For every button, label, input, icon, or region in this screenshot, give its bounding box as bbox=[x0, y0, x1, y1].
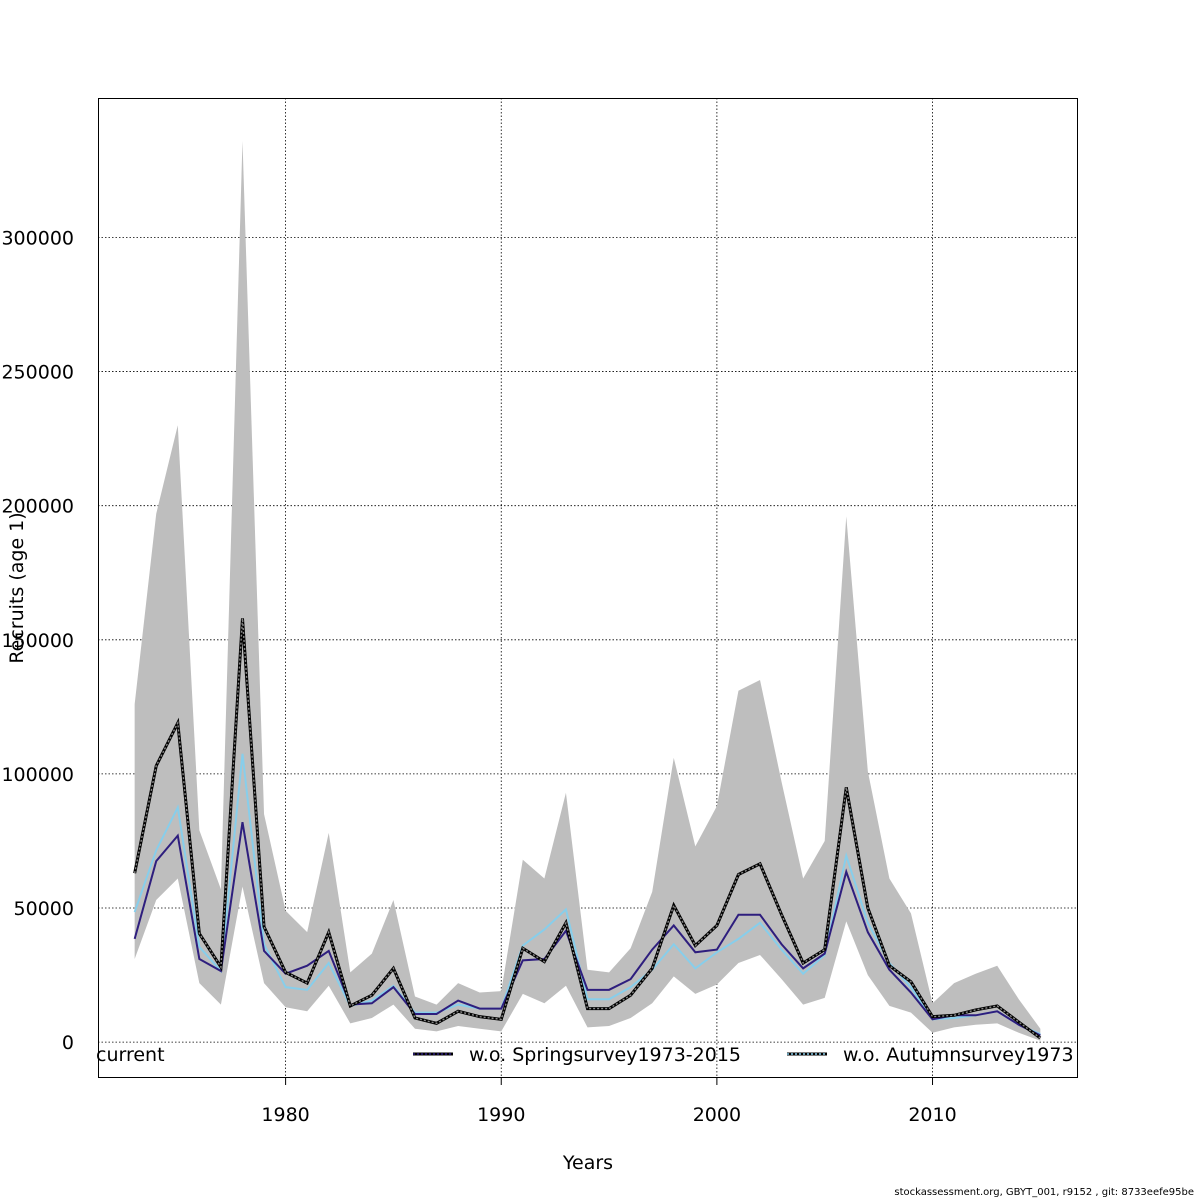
legend-label-2: w.o. Autumnsurvey1973 bbox=[843, 1044, 1074, 1066]
series-lines bbox=[133, 618, 1042, 1040]
confidence-band bbox=[134, 140, 1041, 1041]
y-tick-label-250000: 250000 bbox=[1, 362, 74, 384]
confidence-band-layer bbox=[134, 140, 1041, 1041]
y-tick-label-300000: 300000 bbox=[1, 227, 74, 249]
x-tick-label-2000: 2000 bbox=[693, 1104, 741, 1126]
x-tick-label-2010: 2010 bbox=[908, 1104, 956, 1126]
legend-label-1: w.o. Springsurvey1973-2015 bbox=[469, 1044, 741, 1066]
y-axis-title: Recruits (age 1) bbox=[6, 512, 28, 663]
series-line-0-dash bbox=[133, 618, 1041, 1039]
y-tick-label-100000: 100000 bbox=[1, 764, 74, 786]
legend: current w.o. Springsurvey1973-2015 w.o. Au… bbox=[96, 1044, 1074, 1066]
y-axis: 0 50000 100000 150000 200000 250000 300000 bbox=[1, 227, 74, 1054]
x-axis: 1980 1990 2000 2010 bbox=[261, 1077, 957, 1126]
y-tick-label-50000: 50000 bbox=[14, 898, 74, 920]
x-tick-label-1990: 1990 bbox=[477, 1104, 525, 1126]
legend-label-0: current bbox=[96, 1044, 165, 1066]
plot-frame bbox=[98, 98, 1078, 1078]
y-tick-label-200000: 200000 bbox=[1, 496, 74, 518]
y-tick-label-150000: 150000 bbox=[1, 630, 74, 652]
x-axis-title: Years bbox=[562, 1152, 613, 1174]
x-tick-label-1980: 1980 bbox=[261, 1104, 309, 1126]
footer-credit: stockassessment.org, GBYT_001, r9152 , g… bbox=[894, 1187, 1194, 1198]
y-tick-label-0: 0 bbox=[62, 1032, 74, 1054]
